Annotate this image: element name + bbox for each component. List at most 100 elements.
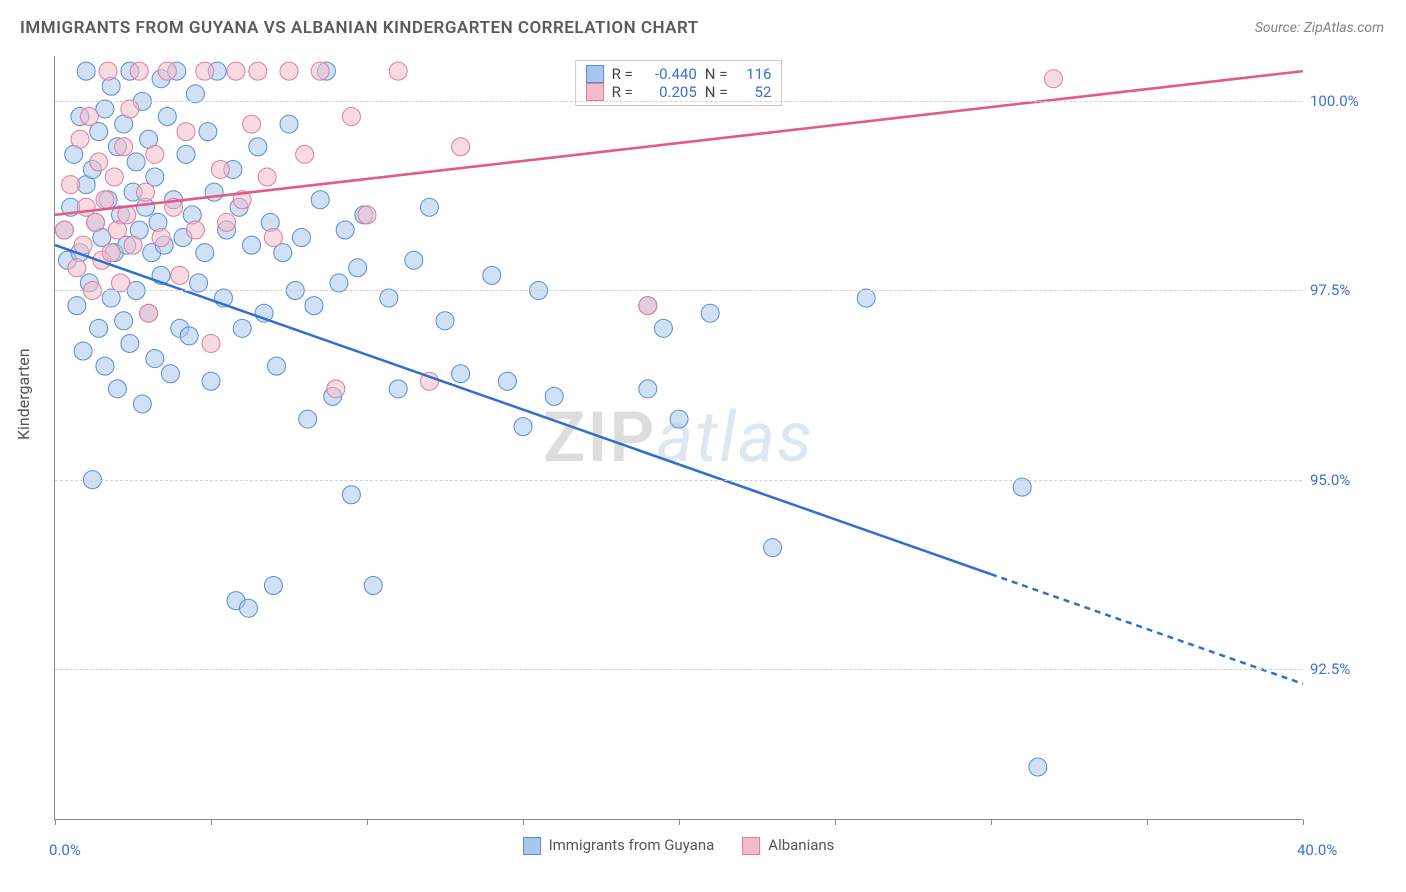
data-point: [389, 380, 407, 398]
data-point: [77, 62, 95, 80]
data-point: [701, 304, 719, 322]
series-legend: Immigrants from Guyana Albanians: [523, 836, 835, 855]
data-point: [133, 395, 151, 413]
data-point: [299, 410, 317, 428]
data-point: [80, 108, 98, 126]
correlation-legend: R = -0.440 N = 116 R = 0.205 N = 52: [575, 60, 783, 106]
data-point: [311, 191, 329, 209]
trend-line: [55, 245, 991, 574]
data-point: [296, 145, 314, 163]
chart-svg: [55, 56, 1302, 819]
data-point: [342, 108, 360, 126]
data-point: [1013, 478, 1031, 496]
data-point: [514, 418, 532, 436]
y-tick-label: 92.5%: [1310, 660, 1370, 678]
data-point: [105, 168, 123, 186]
data-point: [380, 289, 398, 307]
data-point: [311, 62, 329, 80]
data-point: [452, 138, 470, 156]
data-point: [177, 145, 195, 163]
data-point: [364, 577, 382, 595]
chart-title: IMMIGRANTS FROM GUYANA VS ALBANIAN KINDE…: [20, 18, 699, 38]
data-point: [102, 244, 120, 262]
data-point: [121, 334, 139, 352]
data-point: [96, 191, 114, 209]
data-point: [545, 387, 563, 405]
data-point: [349, 259, 367, 277]
data-point: [218, 213, 236, 231]
data-point: [161, 365, 179, 383]
x-tick-mark: [991, 819, 992, 825]
legend-row-series-1: R = -0.440 N = 116: [586, 65, 772, 83]
n-value-1: 116: [735, 65, 771, 83]
data-point: [358, 206, 376, 224]
data-point: [233, 319, 251, 337]
x-tick-mark: [835, 819, 836, 825]
data-point: [436, 312, 454, 330]
data-point: [140, 304, 158, 322]
data-point: [280, 62, 298, 80]
x-tick-mark: [679, 819, 680, 825]
data-point: [654, 319, 672, 337]
y-tick-label: 97.5%: [1310, 281, 1370, 299]
data-point: [196, 244, 214, 262]
data-point: [186, 221, 204, 239]
data-point: [342, 486, 360, 504]
data-point: [171, 266, 189, 284]
legend-swatch-2: [742, 837, 760, 855]
data-point: [280, 115, 298, 133]
data-point: [639, 380, 657, 398]
legend-item-2: Albanians: [742, 836, 834, 855]
n-label: N =: [705, 65, 728, 83]
data-point: [124, 236, 142, 254]
y-tick-label: 95.0%: [1310, 471, 1370, 489]
data-point: [90, 153, 108, 171]
data-point: [62, 176, 80, 194]
data-point: [121, 100, 139, 118]
r-value-2: 0.205: [641, 83, 697, 101]
n-label: N =: [705, 83, 728, 101]
data-point: [211, 160, 229, 178]
data-point: [639, 297, 657, 315]
r-label: R =: [612, 65, 633, 83]
x-tick-mark: [1303, 819, 1304, 825]
data-point: [115, 312, 133, 330]
data-point: [239, 599, 257, 617]
gridline-h: [55, 480, 1302, 481]
data-point: [146, 145, 164, 163]
data-point: [55, 221, 73, 239]
data-point: [202, 372, 220, 390]
data-point: [249, 62, 267, 80]
x-tick-label: 0.0%: [49, 841, 81, 859]
data-point: [857, 289, 875, 307]
legend-item-1: Immigrants from Guyana: [523, 836, 715, 855]
data-point: [158, 62, 176, 80]
data-point: [87, 213, 105, 231]
gridline-h: [55, 101, 1302, 102]
plot-area: ZIPatlas R = -0.440 N = 116 R = 0.205 N …: [54, 56, 1302, 820]
data-point: [330, 274, 348, 292]
data-point: [227, 62, 245, 80]
data-point: [327, 380, 345, 398]
data-point: [249, 138, 267, 156]
trend-line: [991, 574, 1303, 684]
data-point: [68, 259, 86, 277]
data-point: [74, 236, 92, 254]
data-point: [108, 380, 126, 398]
data-point: [268, 357, 286, 375]
data-point: [190, 274, 208, 292]
data-point: [405, 251, 423, 269]
r-label: R =: [612, 83, 633, 101]
legend-swatch-1: [523, 837, 541, 855]
data-point: [180, 327, 198, 345]
data-point: [158, 108, 176, 126]
data-point: [130, 62, 148, 80]
x-tick-mark: [367, 819, 368, 825]
data-point: [202, 334, 220, 352]
gridline-h: [55, 669, 1302, 670]
legend-label-1: Immigrants from Guyana: [549, 836, 715, 854]
data-point: [74, 342, 92, 360]
data-point: [258, 168, 276, 186]
data-point: [498, 372, 516, 390]
data-point: [420, 198, 438, 216]
